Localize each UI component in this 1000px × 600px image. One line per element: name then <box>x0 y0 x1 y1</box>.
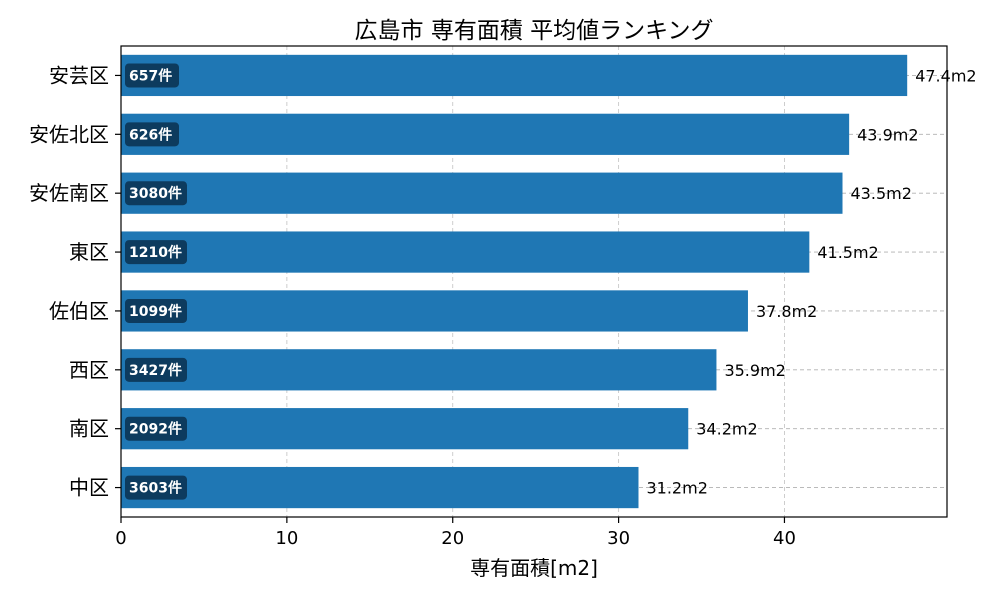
x-tick-label: 10 <box>275 528 298 549</box>
bar <box>121 113 850 155</box>
bar <box>121 54 908 97</box>
value-label: 41.5m2 <box>817 243 878 262</box>
category-label: 中区 <box>69 476 109 500</box>
value-label: 35.9m2 <box>724 361 785 380</box>
count-label: 3427件 <box>129 362 182 379</box>
count-label: 1099件 <box>129 303 182 320</box>
ticks-layer: 0 10 20 30 40 <box>115 74 796 549</box>
chart-title: 広島市 専有面積 平均値ランキング <box>355 18 714 44</box>
count-badge <box>125 63 179 88</box>
count-label: 3603件 <box>129 480 182 497</box>
value-label: 31.2m2 <box>646 479 707 498</box>
bar <box>121 408 689 450</box>
x-tick-label: 0 <box>115 528 126 549</box>
bar <box>121 172 843 214</box>
x-tick-label: 20 <box>441 528 464 549</box>
x-tick-label: 30 <box>607 528 630 549</box>
count-label: 2092件 <box>129 421 182 438</box>
count-label: 3080件 <box>129 185 182 202</box>
count-badge <box>125 122 179 147</box>
category-label: 安佐南区 <box>29 181 109 205</box>
count-label: 1210件 <box>129 244 182 261</box>
category-label: 南区 <box>69 417 109 441</box>
category-label: 西区 <box>69 358 109 382</box>
count-label: 626件 <box>129 126 172 143</box>
value-label: 37.8m2 <box>756 302 817 321</box>
bar <box>121 349 717 391</box>
value-label: 34.2m2 <box>696 420 757 439</box>
value-label: 47.4m2 <box>915 66 976 85</box>
value-label: 43.5m2 <box>851 184 912 203</box>
count-badge <box>125 475 187 500</box>
count-badge <box>125 240 187 265</box>
bar <box>121 290 748 332</box>
category-label: 佐伯区 <box>49 299 109 323</box>
value-label: 43.9m2 <box>857 125 918 144</box>
x-axis-label: 専有面積[m2] <box>470 556 598 580</box>
bar <box>121 466 639 509</box>
count-badge <box>125 181 187 206</box>
count-badge <box>125 357 187 382</box>
bars-layer <box>121 54 908 509</box>
count-badge <box>125 416 187 441</box>
x-tick-label: 40 <box>773 528 796 549</box>
category-label: 安佐北区 <box>29 122 109 146</box>
count-label: 657件 <box>129 67 172 84</box>
category-label: 安芸区 <box>49 63 109 87</box>
bar <box>121 231 810 273</box>
count-badge <box>125 298 187 323</box>
category-label: 東区 <box>69 240 109 264</box>
plot-frame <box>120 45 948 518</box>
